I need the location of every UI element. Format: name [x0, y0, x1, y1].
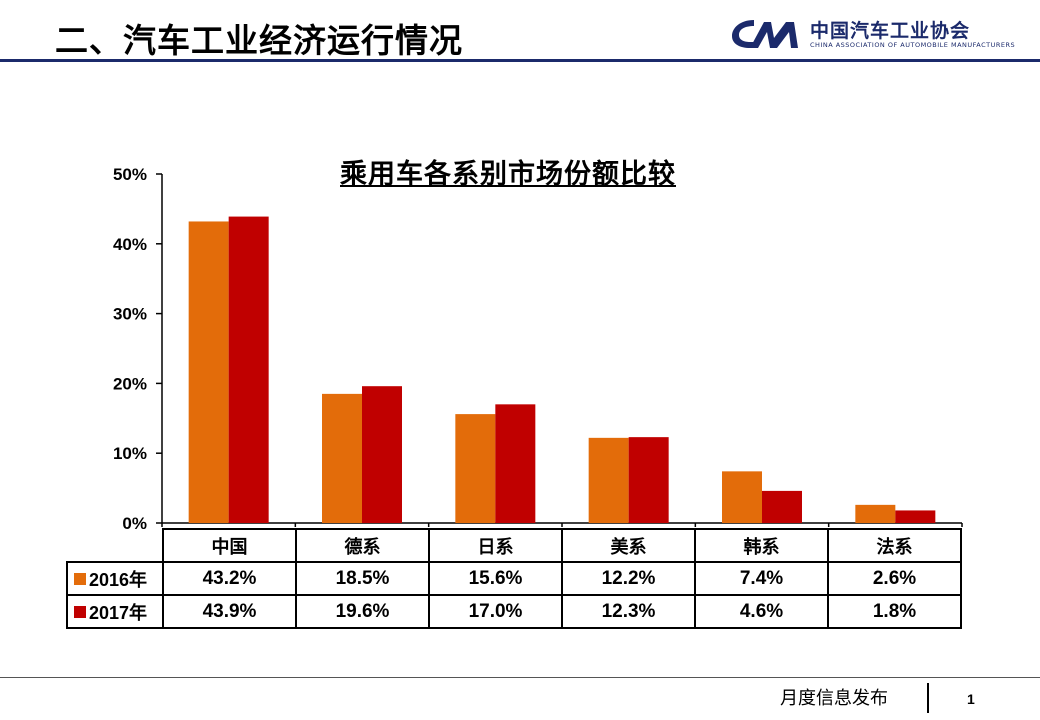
table-cell: 7.4%: [694, 561, 829, 596]
footer-text: 月度信息发布: [780, 688, 888, 709]
bar-2016年-日系: [455, 414, 496, 523]
y-tick-label: 10%: [113, 444, 147, 463]
table-cell: 12.2%: [561, 561, 696, 596]
table-cell: 19.6%: [295, 594, 430, 629]
bar-2017年-法系: [895, 510, 936, 523]
category-label: 美系: [561, 528, 696, 563]
cam-logo-icon: [732, 20, 798, 48]
slide-title: 二、汽车工业经济运行情况: [55, 21, 463, 60]
legend-swatch-2017: [74, 605, 86, 618]
table-cell: 1.8%: [827, 594, 962, 629]
y-tick-label: 30%: [113, 305, 147, 324]
table-cell: 2.6%: [827, 561, 962, 596]
table-row-2016: 2016年 43.2% 18.5% 15.6% 12.2% 7.4% 2.6%: [66, 561, 962, 596]
table-row-2017: 2017年 43.9% 19.6% 17.0% 12.3% 4.6% 1.8%: [66, 594, 962, 629]
bar-2016年-中国: [188, 221, 229, 524]
table-cell: 43.2%: [162, 561, 297, 596]
header-rule: [0, 59, 1040, 62]
table-cell: 43.9%: [162, 594, 297, 629]
legend-entry-2016: 2016年: [66, 561, 164, 596]
table-header-row: 中国 德系 日系 美系 韩系 法系: [67, 528, 962, 563]
table-corner: [67, 529, 164, 563]
bar-2017年-中国: [228, 216, 269, 523]
bar-2017年-日系: [495, 404, 536, 523]
legend-label-2017: 2017年: [89, 602, 148, 623]
footer-rule: [0, 677, 1040, 678]
y-tick-label: 20%: [113, 374, 147, 393]
bar-2016年-韩系: [722, 471, 762, 523]
category-label: 中国: [162, 528, 297, 563]
logo-name-en: CHINA ASSOCIATION OF AUTOMOBILE MANUFACT…: [810, 41, 1016, 49]
bar-2017年-美系: [628, 437, 669, 523]
category-label: 法系: [827, 528, 962, 563]
table-cell: 12.3%: [561, 594, 696, 629]
logo-name-cn: 中国汽车工业协会: [810, 20, 971, 42]
bar-2016年-美系: [588, 437, 629, 523]
page-number: 1: [967, 691, 975, 707]
footer-separator: [927, 683, 929, 713]
legend-swatch-2016: [74, 572, 86, 585]
category-label: 日系: [428, 528, 563, 563]
table-cell: 15.6%: [428, 561, 563, 596]
legend-entry-2017: 2017年: [66, 594, 164, 629]
chart-title: 乘用车各系别市场份额比较: [340, 159, 676, 190]
y-tick-label: 40%: [113, 235, 147, 254]
table-cell: 17.0%: [428, 594, 563, 629]
y-tick-label: 50%: [113, 165, 147, 184]
bar-2016年-德系: [322, 393, 362, 523]
legend-label-2016: 2016年: [89, 569, 148, 590]
bar-2017年-德系: [362, 386, 402, 523]
association-logo: 中国汽车工业协会 CHINA ASSOCIATION OF AUTOMOBILE…: [730, 14, 1015, 54]
category-label: 韩系: [694, 528, 829, 563]
bar-2016年-法系: [855, 504, 896, 523]
category-label: 德系: [295, 528, 430, 563]
data-table: 中国 德系 日系 美系 韩系 法系 2016年 43.2% 18.5% 15.6…: [66, 528, 962, 629]
table-cell: 18.5%: [295, 561, 430, 596]
bar-2017年-韩系: [762, 490, 802, 523]
table-cell: 4.6%: [694, 594, 829, 629]
y-tick-label: 0%: [122, 514, 147, 533]
